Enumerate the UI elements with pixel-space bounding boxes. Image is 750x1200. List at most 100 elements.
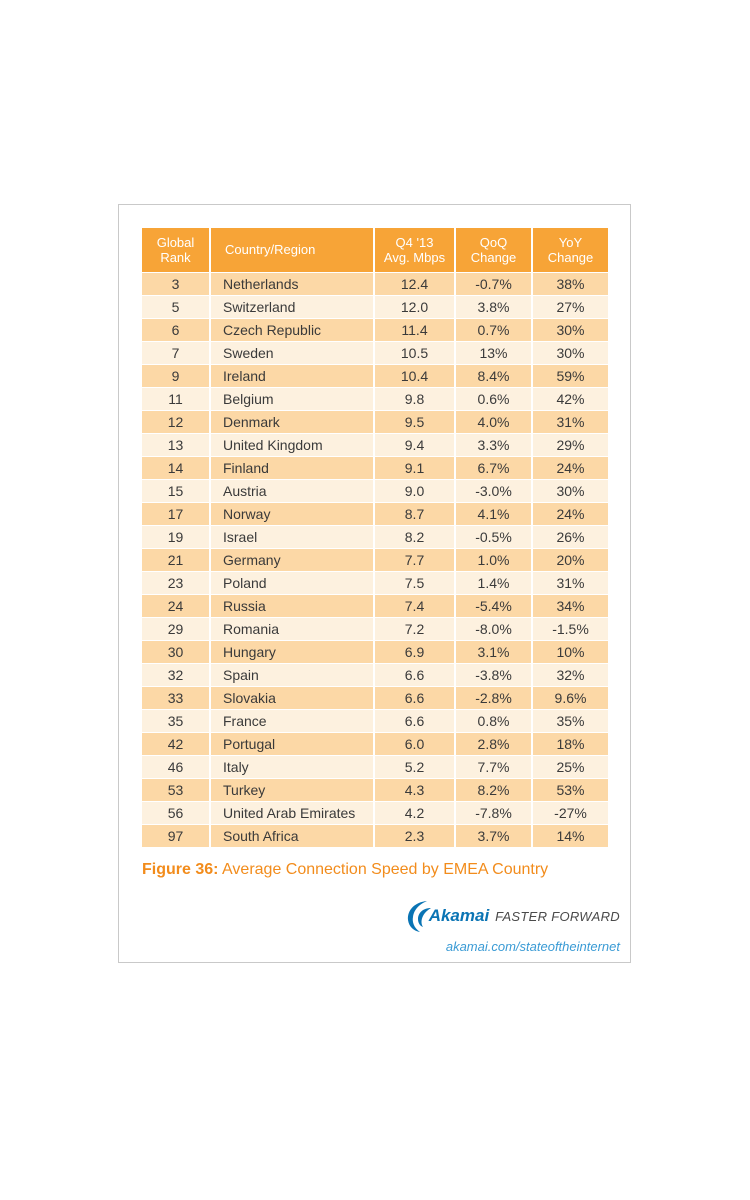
avg-mbps-cell: 8.7 [374, 501, 456, 525]
header-line: Q4 '13 [395, 234, 434, 250]
country-cell: Finland [210, 455, 375, 479]
country-cell: Norway [210, 501, 375, 525]
qoq-change-cell: 1.4% [455, 570, 533, 594]
table-row: 14 Finland 9.1 6.7% 24% [142, 455, 608, 479]
rank-cell: 5 [142, 294, 211, 318]
rank-cell: 6 [142, 317, 211, 341]
avg-mbps-cell: 10.4 [374, 363, 456, 387]
table-body: 3 Netherlands 12.4 -0.7% 38% 5 Switzerland 12.0… [142, 271, 608, 847]
header-qoq-change: QoQ Change [455, 228, 533, 272]
country-cell: Romania [210, 616, 375, 640]
yoy-change-cell: 20% [532, 547, 608, 571]
qoq-change-cell: 3.3% [455, 432, 533, 456]
qoq-change-cell: 4.0% [455, 409, 533, 433]
yoy-change-cell: 10% [532, 639, 608, 663]
qoq-change-cell: 13% [455, 340, 533, 364]
header-line: YoY [558, 234, 583, 250]
qoq-change-cell: -3.8% [455, 662, 533, 686]
rank-cell: 17 [142, 501, 211, 525]
country-cell: Italy [210, 754, 375, 778]
avg-mbps-cell: 4.3 [374, 777, 456, 801]
yoy-change-cell: 27% [532, 294, 608, 318]
avg-mbps-cell: 12.0 [374, 294, 456, 318]
rank-cell: 9 [142, 363, 211, 387]
table-row: 53 Turkey 4.3 8.2% 53% [142, 777, 608, 801]
header-yoy-change: YoY Change [532, 228, 608, 272]
rank-cell: 42 [142, 731, 211, 755]
yoy-change-cell: 25% [532, 754, 608, 778]
country-cell: Portugal [210, 731, 375, 755]
avg-mbps-cell: 7.2 [374, 616, 456, 640]
header-line: Change [547, 249, 594, 265]
avg-mbps-cell: 7.7 [374, 547, 456, 571]
rank-cell: 15 [142, 478, 211, 502]
header-line: Change [470, 249, 517, 265]
table-row: 7 Sweden 10.5 13% 30% [142, 340, 608, 364]
table-row: 23 Poland 7.5 1.4% 31% [142, 570, 608, 594]
yoy-change-cell: 18% [532, 731, 608, 755]
avg-mbps-cell: 12.4 [374, 271, 456, 295]
table-row: 42 Portugal 6.0 2.8% 18% [142, 731, 608, 755]
qoq-change-cell: 0.7% [455, 317, 533, 341]
country-cell: France [210, 708, 375, 732]
avg-mbps-cell: 10.5 [374, 340, 456, 364]
rank-cell: 29 [142, 616, 211, 640]
yoy-change-cell: 26% [532, 524, 608, 548]
table-row: 5 Switzerland 12.0 3.8% 27% [142, 294, 608, 318]
brand-tagline: FASTER FORWARD [495, 908, 620, 924]
qoq-change-cell: -5.4% [455, 593, 533, 617]
avg-mbps-cell: 9.8 [374, 386, 456, 410]
country-cell: Netherlands [210, 271, 375, 295]
qoq-change-cell: 4.1% [455, 501, 533, 525]
rank-cell: 3 [142, 271, 211, 295]
country-cell: Spain [210, 662, 375, 686]
header-avg-mbps: Q4 '13 Avg. Mbps [374, 228, 456, 272]
brand-url: akamai.com/stateoftheinternet [445, 939, 620, 954]
table-row: 6 Czech Republic 11.4 0.7% 30% [142, 317, 608, 341]
yoy-change-cell: 30% [532, 340, 608, 364]
rank-cell: 14 [142, 455, 211, 479]
rank-cell: 56 [142, 800, 211, 824]
country-cell: Israel [210, 524, 375, 548]
rank-cell: 46 [142, 754, 211, 778]
qoq-change-cell: -2.8% [455, 685, 533, 709]
country-cell: Sweden [210, 340, 375, 364]
table-row: 3 Netherlands 12.4 -0.7% 38% [142, 271, 608, 295]
avg-mbps-cell: 9.5 [374, 409, 456, 433]
table-row: 24 Russia 7.4 -5.4% 34% [142, 593, 608, 617]
yoy-change-cell: 29% [532, 432, 608, 456]
table-row: 32 Spain 6.6 -3.8% 32% [142, 662, 608, 686]
table-row: 13 United Kingdom 9.4 3.3% 29% [142, 432, 608, 456]
table-row: 33 Slovakia 6.6 -2.8% 9.6% [142, 685, 608, 709]
avg-mbps-cell: 6.6 [374, 708, 456, 732]
header-line: Country/Region [225, 242, 316, 258]
qoq-change-cell: -8.0% [455, 616, 533, 640]
header-country-region: Country/Region [210, 228, 375, 272]
akamai-logo: Akamai FASTER FORWARD [405, 898, 620, 934]
caption-text: Average Connection Speed by EMEA Country [222, 861, 549, 878]
country-cell: Germany [210, 547, 375, 571]
rank-cell: 53 [142, 777, 211, 801]
rank-cell: 11 [142, 386, 211, 410]
qoq-change-cell: -7.8% [455, 800, 533, 824]
country-cell: Switzerland [210, 294, 375, 318]
yoy-change-cell: 30% [532, 478, 608, 502]
caption-prefix: Figure 36: [142, 861, 219, 878]
country-cell: Hungary [210, 639, 375, 663]
country-cell: Russia [210, 593, 375, 617]
avg-mbps-cell: 6.6 [374, 685, 456, 709]
qoq-change-cell: 1.0% [455, 547, 533, 571]
rank-cell: 12 [142, 409, 211, 433]
table-row: 19 Israel 8.2 -0.5% 26% [142, 524, 608, 548]
table-row: 21 Germany 7.7 1.0% 20% [142, 547, 608, 571]
yoy-change-cell: 24% [532, 501, 608, 525]
avg-mbps-cell: 2.3 [374, 823, 456, 847]
rank-cell: 24 [142, 593, 211, 617]
yoy-change-cell: 32% [532, 662, 608, 686]
rank-cell: 97 [142, 823, 211, 847]
rank-cell: 23 [142, 570, 211, 594]
yoy-change-cell: 31% [532, 409, 608, 433]
header-line: Global [156, 234, 195, 250]
country-cell: United Kingdom [210, 432, 375, 456]
header-global-rank: Global Rank [142, 228, 211, 272]
